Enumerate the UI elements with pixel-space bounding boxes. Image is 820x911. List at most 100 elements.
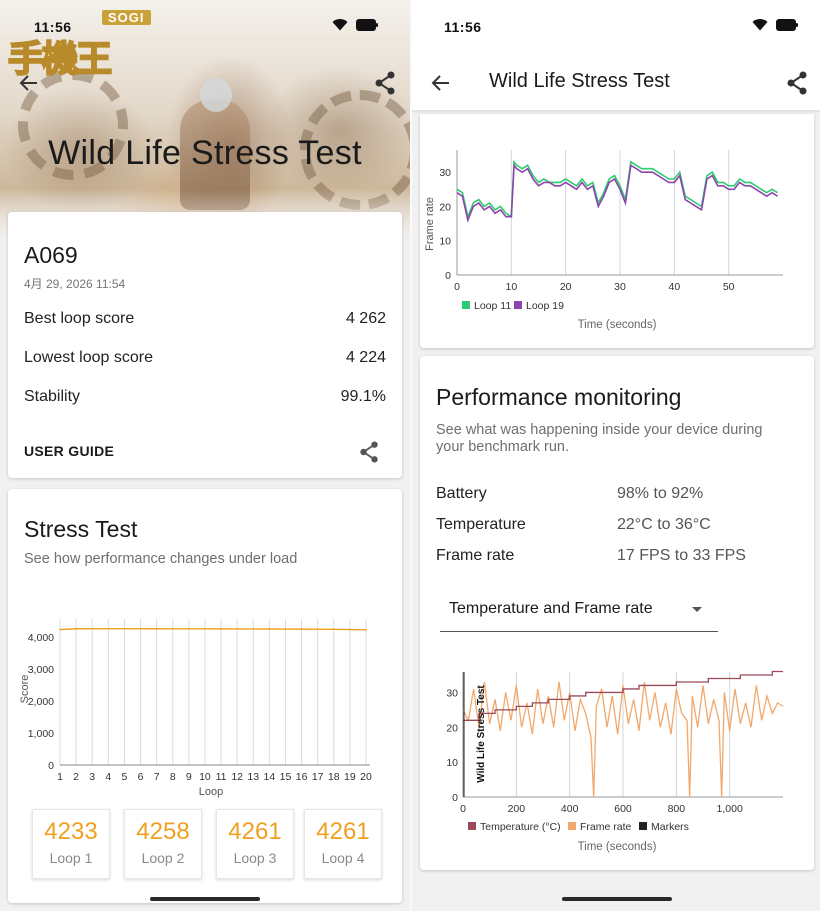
loop-score: 4261 [316, 818, 370, 845]
loop-score: 4233 [44, 818, 98, 845]
score-point [139, 627, 142, 630]
user-guide-link[interactable]: USER GUIDE [24, 443, 115, 459]
share-icon[interactable] [785, 70, 809, 96]
x-tick-label: 9 [186, 771, 192, 783]
stress-test-card: Stress Test See how performance changes … [8, 489, 402, 903]
y-tick-label: 0 [445, 270, 451, 282]
hero-title: Wild Life Stress Test [48, 134, 362, 172]
run-date: 4月 29, 2026 11:54 [24, 277, 126, 291]
x-axis-label: Loop [199, 786, 223, 798]
y-tick-label: 1,000 [28, 728, 54, 740]
y-tick-label: 10 [439, 236, 451, 248]
x-tick-label: 50 [723, 281, 735, 293]
score-point [123, 627, 126, 630]
x-tick-label: 10 [199, 771, 211, 783]
loop-score-box[interactable]: 4261 Loop 3 [216, 809, 294, 879]
y-axis-label: Score [19, 675, 31, 704]
perf-label: Battery [436, 485, 487, 502]
score-point [300, 628, 303, 630]
x-tick-label: 8 [170, 771, 176, 783]
x-axis-label: Time (seconds) [578, 319, 657, 331]
loop-label: Loop 3 [233, 850, 277, 866]
subtitle-line: your benchmark run. [436, 439, 569, 455]
stat-value: 4 262 [345, 310, 386, 327]
perf-row-framerate: Frame rate 17 FPS to 33 FPS [436, 547, 746, 565]
legend-swatch [462, 301, 470, 309]
loop-label: Loop 4 [321, 850, 365, 866]
result-summary-card: A069 4月 29, 2026 11:54 Best loop score 4… [8, 212, 402, 478]
share-icon[interactable] [373, 70, 397, 96]
perf-value: 17 FPS to 33 FPS [617, 547, 746, 564]
loop-score: 4261 [228, 818, 282, 845]
performance-screen: 11:56 Wild Life Stress Test 0 10 20 30 40 50 0… [410, 0, 820, 911]
score-point [75, 627, 77, 630]
section-subtitle: See how performance changes under load [24, 551, 298, 567]
battery-icon [776, 18, 798, 31]
loop-score-box[interactable]: 4261 Loop 4 [304, 809, 382, 879]
loop-label: Loop 1 [49, 850, 93, 866]
sogi-badge: SOGI [102, 10, 151, 25]
x-tick-label: 0 [454, 281, 460, 293]
legend-swatch [568, 822, 576, 830]
section-title: Stress Test [24, 516, 138, 542]
x-tick-label: 20 [360, 771, 372, 783]
section-subtitle: See what was happening inside your devic… [436, 422, 762, 456]
y-tick-label: 30 [446, 687, 458, 699]
x-tick-label: 14 [264, 771, 276, 783]
caret-down-icon [692, 607, 702, 612]
wifi-icon [752, 18, 768, 31]
perf-value: 98% to 92% [617, 485, 704, 502]
status-time: 11:56 [444, 19, 482, 35]
stat-value: 99.1% [340, 388, 386, 405]
score-point [220, 628, 222, 630]
y-tick-label: 10 [446, 757, 458, 769]
score-point [107, 627, 110, 630]
loop-label: Loop 2 [141, 850, 185, 866]
temperature-line [463, 670, 783, 721]
y-axis-label: Frame rate [424, 197, 436, 251]
stat-value: 4 224 [345, 349, 386, 366]
legend-swatch [639, 822, 647, 830]
sogi-watermark-logo: SOGI 手機王 [7, 10, 156, 90]
back-arrow-icon[interactable] [16, 70, 42, 96]
legend-label: Temperature (°C) [480, 821, 561, 833]
x-tick-label: 11 [216, 771, 227, 783]
score-point [188, 628, 190, 630]
x-tick-label: 10 [505, 281, 517, 293]
x-tick-label: 3 [89, 771, 95, 783]
status-time: 11:56 [34, 19, 72, 35]
status-bar: 11:56 [412, 0, 820, 52]
home-indicator[interactable] [562, 897, 672, 901]
home-indicator[interactable] [150, 897, 260, 901]
perf-row-temperature: Temperature 22°C to 36°C [436, 516, 711, 534]
loop-score-box[interactable]: 4233 Loop 1 [32, 809, 110, 879]
y-tick-label: 20 [439, 201, 451, 213]
x-tick-label: 13 [247, 771, 259, 783]
back-arrow-icon[interactable] [428, 70, 454, 96]
share-icon[interactable] [358, 440, 380, 469]
x-axis-label: Time (seconds) [578, 841, 657, 853]
dropdown-value: Temperature and Frame rate [449, 600, 653, 617]
x-tick-label: 5 [121, 771, 127, 783]
loop-framerate-chart: 0 10 20 30 40 50 0 10 20 30 Frame rate Loop 11 Loop … [424, 150, 783, 331]
score-point [171, 627, 174, 630]
series-line [456, 163, 778, 223]
marker-annotation: Wild Life Stress Test [476, 685, 487, 783]
score-point [332, 628, 335, 631]
metric-dropdown[interactable]: Temperature and Frame rate [440, 592, 718, 632]
battery-icon [356, 18, 378, 31]
perf-label: Frame rate [436, 547, 515, 564]
x-tick-label: 1,000 [717, 803, 743, 815]
y-tick-label: 0 [452, 792, 458, 804]
score-line [59, 627, 367, 631]
x-tick-label: 30 [614, 281, 626, 293]
stat-row-best: Best loop score 4 262 [24, 310, 386, 328]
score-point [349, 628, 351, 631]
perf-label: Temperature [436, 516, 526, 533]
x-tick-label: 19 [344, 771, 356, 783]
device-name: A069 [24, 242, 78, 268]
stat-label: Lowest loop score [24, 349, 153, 366]
loop-score-box[interactable]: 4258 Loop 2 [124, 809, 202, 879]
score-point [268, 628, 271, 630]
x-tick-label: 16 [296, 771, 308, 783]
